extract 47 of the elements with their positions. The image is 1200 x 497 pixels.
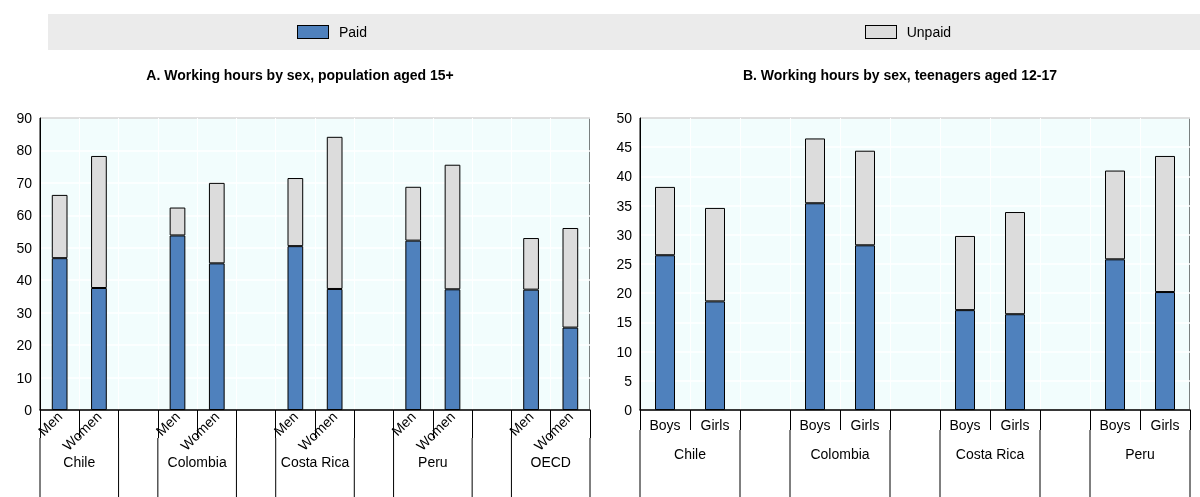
x-tick-label: Boys [1099, 417, 1131, 433]
text: Peru [418, 454, 448, 470]
x-tick-label: Boys [649, 417, 681, 433]
y-tick-label: 50 [616, 110, 633, 126]
y-tick-label: 30 [16, 304, 33, 321]
x-tick-label: Men [388, 408, 419, 439]
text: Costa Rica [280, 454, 350, 470]
y-tick-label: 15 [616, 314, 633, 331]
text: Peru [1125, 446, 1155, 462]
y-tick-label: 45 [616, 139, 633, 156]
y-tick-label: 40 [16, 272, 33, 289]
y-tick-label: 5 [624, 372, 633, 389]
text: Colombia [167, 454, 227, 470]
y-tick-label: 20 [16, 337, 33, 354]
y-tick-label: 10 [616, 343, 633, 360]
x-tick-label: Boys [949, 417, 981, 433]
text: Costa Rica [955, 446, 1025, 462]
chart-title: B. Working hours by sex, teenagers aged 12-17 [742, 67, 1058, 83]
text: Colombia [810, 446, 870, 462]
y-tick-label: 20 [616, 285, 633, 302]
x-tick-label: Girls [700, 417, 730, 433]
y-tick-label: 35 [616, 197, 633, 214]
y-tick-label: 60 [16, 207, 33, 224]
x-tick-label: Men [506, 408, 537, 439]
y-tick-label: 40 [616, 168, 633, 185]
text: Chile [63, 454, 96, 470]
x-tick-label: Girls [1000, 417, 1030, 433]
y-tick-label: 0 [624, 402, 633, 418]
y-tick-label: 30 [616, 226, 633, 243]
y-tick-label: 90 [16, 110, 33, 126]
y-tick-label: 0 [24, 402, 33, 418]
text: Chile [674, 446, 707, 462]
chart-title: A. Working hours by sex, population aged 15+ [146, 67, 454, 83]
x-tick-label: Men [34, 408, 66, 439]
y-tick-label: 80 [16, 142, 33, 159]
text: OECD [530, 454, 571, 470]
x-tick-label: Boys [799, 417, 831, 433]
legend-label: Unpaid [906, 24, 952, 40]
y-tick-label: 25 [616, 256, 633, 272]
y-tick-label: 50 [16, 239, 33, 256]
x-tick-label: Girls [1150, 417, 1180, 433]
x-tick-label: Men [270, 408, 302, 439]
x-tick-label: Girls [850, 417, 880, 433]
x-tick-label: Men [152, 408, 184, 439]
legend-label: Paid [338, 24, 367, 40]
y-tick-label: 10 [16, 369, 33, 386]
y-tick-label: 70 [16, 174, 33, 191]
